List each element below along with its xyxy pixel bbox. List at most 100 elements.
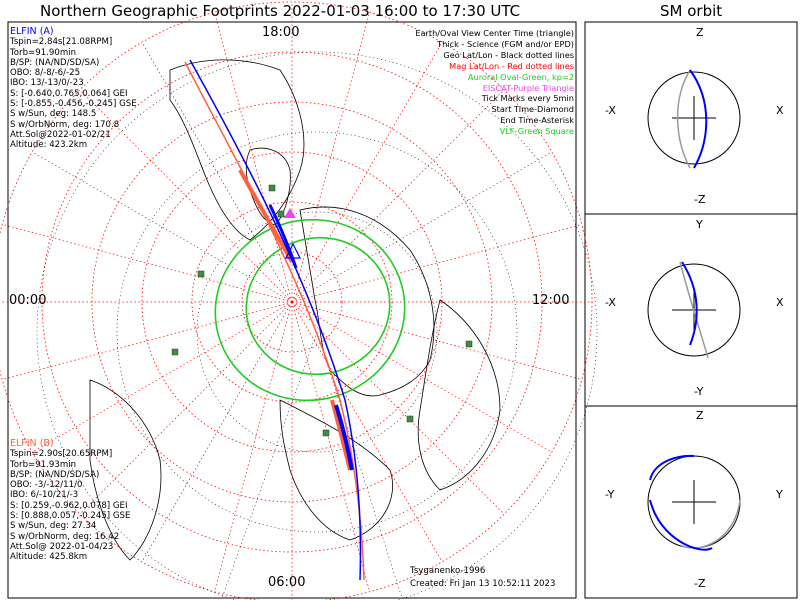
geo-lat-circle — [36, 51, 598, 600]
vlf-station-square — [268, 184, 276, 192]
station-markers — [171, 184, 473, 437]
elfin-a-line: Tspin=2.84s[21.08RPM] — [10, 37, 113, 48]
orbit3-right-label: Y — [776, 488, 783, 501]
land-north-america — [169, 59, 305, 241]
mag-lat-circle — [0, 1, 593, 600]
orbit-elfin-a — [689, 69, 708, 169]
legend-item: Earth/Oval View Center Time (triangle) — [415, 28, 574, 38]
vlf-station-square — [277, 210, 285, 218]
orbit1-top-label: Z — [696, 26, 704, 39]
orbit1-right-label: X — [776, 104, 784, 117]
mag-lat-circle — [41, 51, 543, 553]
elfin-a-line: Altitude: 423.2km — [10, 140, 88, 151]
mag-lon-line — [141, 301, 293, 562]
polar-map — [89, 59, 501, 561]
clock-label-right: 12:00 — [532, 293, 570, 308]
vlf-station-square — [171, 348, 179, 356]
elfin-b-line: Att.Sol@ 2022-01-04/23 — [10, 541, 114, 552]
main-title: Northern Geographic Footprints 2022-01-0… — [40, 2, 521, 20]
geo-lon-line — [221, 331, 318, 599]
orbit1-bottom-label: -Z — [694, 193, 706, 206]
elfin-a-science-segment — [334, 404, 354, 471]
land-asia-south — [279, 399, 393, 541]
elfin-a-line: S w/Sun, deg: 148.5 — [10, 109, 97, 120]
orbit3-top-label: Z — [696, 409, 704, 422]
elfin-b-line: S: [0.888,0.057,-0.245] GSE — [10, 511, 131, 522]
mag-lon-line — [214, 12, 293, 303]
orbit-elfin-a — [649, 454, 713, 551]
orbit2-right-label: X — [776, 296, 784, 309]
legend-item: End Time-Asterisk — [500, 115, 574, 126]
earth-circle — [647, 263, 741, 357]
legend-item: Geo Lat/Lon - Black dotted lines — [443, 49, 574, 60]
vlf-station-square — [322, 429, 330, 437]
land-asia-east — [417, 299, 501, 491]
clock-label-left: 00:00 — [9, 293, 47, 308]
land-greenland — [245, 147, 291, 226]
geo-lat-circle — [196, 211, 438, 453]
sm-orbit-title: SM orbit — [660, 2, 723, 20]
elfin-b-science-segment — [330, 399, 352, 471]
elfin-a-line: OBO: 8/-8/-6/-25 — [10, 68, 81, 79]
earth-circle — [647, 71, 741, 165]
model-credit: Tsyganenko-1996 — [410, 566, 486, 576]
mag-lon-line — [291, 12, 370, 303]
sm-frame — [584, 21, 798, 599]
mag-lon-line — [291, 224, 582, 303]
view-center-triangle — [285, 242, 301, 259]
elfin-a-line: Att.Sol@2022-01-02/21 — [10, 129, 111, 140]
mag-lat-circle — [141, 151, 443, 453]
elfin-a-line: B/SP: (NA/ND/SD/SA) — [10, 57, 100, 68]
clock-label-top: 18:00 — [262, 25, 300, 40]
legend-item: Thick - Science (FGM and/or EPD) — [437, 38, 574, 49]
elfin-a-track — [189, 59, 362, 581]
sm-orbit-plots — [647, 69, 741, 551]
elfin-a-line: Torb=91.90min — [10, 47, 77, 58]
orbit-shadow — [679, 499, 741, 549]
elfin-b-line: B/SP: (NA/ND/SD/SA) — [10, 469, 100, 480]
vlf-station-square — [406, 415, 414, 423]
legend-item: EISCAT-Purple Triangle — [482, 82, 574, 93]
elfin-b-line: Tspin=2.90s[20.65RPM] — [10, 449, 113, 460]
elfin-a-line: S: [-0.855,-0.456,-0.245] GSE — [10, 99, 137, 110]
mag-lon-line — [214, 301, 293, 592]
elfin-b-line: Torb=91.93min — [10, 459, 77, 470]
geo-lon-line — [316, 331, 403, 599]
elfin-a-name: ELFIN (A) — [10, 26, 54, 37]
created-timestamp: Created: Fri Jan 13 10:52:11 2023 — [410, 579, 556, 589]
elfin-b-line: OBO: -3/-12/11/0 — [10, 480, 83, 491]
mag-lon-line — [291, 301, 552, 453]
orbit-shadow — [679, 261, 709, 359]
elfin-b-info: ELFIN (B) Tspin=2.90s[20.65RPM] Torb=91.… — [10, 438, 131, 563]
orbit2-left-label: -X — [605, 296, 616, 309]
elfin-b-line: IBO: 6/-10/21/-3 — [10, 490, 79, 501]
orbit2-top-label: Y — [696, 218, 703, 231]
elfin-a-line: IBO: 13/-13/0/-23 — [10, 78, 84, 89]
orbit2-bottom-label: -Y — [694, 385, 704, 398]
orbit-shadow — [676, 69, 691, 169]
orbit-elfin-a — [681, 261, 698, 346]
elfin-b-line: S w/OrbNorm, deg: 16.42 — [10, 531, 120, 542]
orbit1-left-label: -X — [605, 104, 616, 117]
elfin-a-info: ELFIN (A) Tspin=2.84s[21.08RPM] Torb=91.… — [10, 26, 137, 151]
legend-item: Tick Marks every 5min — [481, 93, 574, 104]
orbit3-bottom-label: -Z — [694, 577, 706, 590]
elfin-b-line: S: [0.259,-0.962,0.078] GEI — [10, 500, 128, 511]
auroral-oval-outer — [214, 218, 406, 402]
land-africa-edge — [89, 379, 162, 561]
land-eurasia — [299, 206, 435, 397]
elfin-b-line: S w/Sun, deg: 27.34 — [10, 521, 97, 532]
legend-item: Auroral Oval-Green, kp=2 — [467, 71, 574, 82]
elfin-b-name: ELFIN (B) — [10, 438, 54, 449]
elfin-b-line: Altitude: 425.8km — [10, 552, 88, 563]
legend-item: VLF-Green Square — [499, 126, 574, 137]
clock-label-bottom: 06:00 — [268, 575, 306, 590]
vlf-station-square — [465, 340, 473, 348]
legend: Earth/Oval View Center Time (triangle) T… — [415, 28, 574, 137]
lat-lon-grid — [0, 1, 598, 600]
legend-item: Mag Lat/Lon - Red dotted lines — [449, 60, 574, 71]
elfin-a-line: S w/OrbNorm, deg: 170.8 — [10, 119, 120, 130]
elfin-a-line: S: [-0.640,0.765,0.064] GEI — [10, 88, 128, 99]
geo-lat-circle — [116, 131, 518, 533]
